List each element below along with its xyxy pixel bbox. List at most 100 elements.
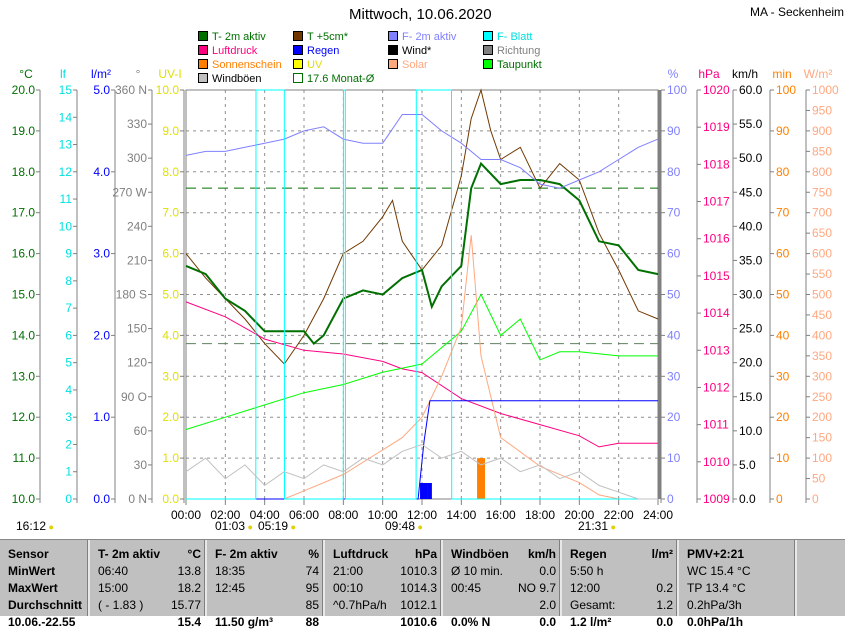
axis-tick-label: 14 xyxy=(59,110,73,124)
axis-tick-label: 13.0 xyxy=(12,369,36,383)
axis-tick-label: 1012 xyxy=(703,380,730,394)
table-column: T- 2m aktiv °C 06:40 13.8 15:00 18.2 ( - 1.83 … xyxy=(88,540,207,629)
cell-label: WC 15.4 °C xyxy=(687,564,751,578)
cell-value: 0.0 xyxy=(656,615,673,629)
axis-tick-label: 5.0 xyxy=(93,83,110,97)
axis-tick-label: 1010 xyxy=(703,455,730,469)
table-header: Luftdruck hPa xyxy=(325,546,443,562)
table-row: 21:00 1010.3 xyxy=(325,563,443,579)
cell-label: 11.50 g/m³ xyxy=(215,615,274,629)
axis-tick-label: 6 xyxy=(65,328,72,342)
axis-tick-label: 10 xyxy=(776,451,790,465)
axis-tick-label: 14.0 xyxy=(12,328,36,342)
time-sunrise: 05:19 ● xyxy=(258,519,296,533)
axis-tick-label: 300 xyxy=(812,369,832,383)
cell-label: Durchschnitt xyxy=(8,598,83,612)
table-row: ( - 1.83 ) 15.77 xyxy=(90,597,207,613)
cell-value: 1012.1 xyxy=(400,598,437,612)
axis-tick-label: 360 N xyxy=(115,83,147,97)
axis-tick-label: 800 xyxy=(812,165,832,179)
axis-tick-label: 20 xyxy=(776,410,790,424)
axis-tick-label: 55.0 xyxy=(739,117,763,131)
legend-swatch xyxy=(483,45,493,55)
table-row: MinWert xyxy=(0,563,88,579)
legend-label: Richtung xyxy=(497,45,541,57)
axis-tick-label: 10 xyxy=(59,219,73,233)
axis-tick-label: 1016 xyxy=(703,232,730,246)
axis-tick-label: 1.0 xyxy=(93,410,110,424)
axis-tick-label: 1000 xyxy=(812,83,839,97)
axis-tick-label: 60 xyxy=(134,424,148,438)
legend-item: F- Blatt xyxy=(483,31,532,43)
legend-swatch xyxy=(198,73,208,83)
table-row: 15:00 18.2 xyxy=(90,580,207,596)
table-column: PMV+2:21 WC 15.4 °C TP 13.4 °C 0.2hPa/3h 0.0… xyxy=(677,540,797,629)
axis-tick-label: 30 xyxy=(134,458,148,472)
table-row: 5:50 h xyxy=(562,563,679,579)
table-row: Gesamt: 1.2 xyxy=(562,597,679,613)
legend-item: UV xyxy=(293,59,322,71)
axis-unit: % xyxy=(668,67,679,81)
axis-tick-label: 850 xyxy=(812,144,832,158)
cell-label: ( - 1.83 ) xyxy=(98,598,144,612)
legend-swatch xyxy=(388,31,398,41)
axis-tick-label: 180 S xyxy=(116,288,147,302)
axis-tick-label: 35.0 xyxy=(739,253,763,267)
axis-tick-label: 10.0 xyxy=(739,424,763,438)
axis-tick-label: 330 xyxy=(127,117,147,131)
x-tick-label: 18:00 xyxy=(525,508,555,522)
axis-tick-label: 30 xyxy=(776,369,790,383)
rain-bar xyxy=(420,483,425,499)
axis-tick-label: 90 xyxy=(667,124,681,138)
cell-label: 1.2 l/m² xyxy=(570,615,612,629)
cell-label: 0.2hPa/3h xyxy=(687,598,742,612)
axis-tick-label: 600 xyxy=(812,247,832,261)
cell-value: 74 xyxy=(305,564,319,578)
axis-tick-label: 150 xyxy=(812,431,832,445)
legend-swatch xyxy=(388,59,398,69)
axis-tick-label: 90 O xyxy=(121,390,147,404)
time-now: 16:12 ● xyxy=(16,519,54,533)
axis-tick-label: 300 xyxy=(127,151,147,165)
table-row: 11.50 g/m³ 88 xyxy=(207,614,325,630)
cell-label: 5:50 h xyxy=(570,564,604,578)
axis-tick-label: 1020 xyxy=(703,83,730,97)
axis-tick-label: 1009 xyxy=(703,492,730,506)
x-tick-label: 00:00 xyxy=(171,508,201,522)
axis-tick-label: 11.0 xyxy=(13,451,36,465)
x-tick-label: 14:00 xyxy=(446,508,476,522)
axis-tick-label: 7.0 xyxy=(162,206,179,220)
legend-label: UV xyxy=(307,59,323,71)
legend-item: Wind* xyxy=(388,45,431,57)
axis-tick-label: 550 xyxy=(812,267,832,281)
cell-value: 18.2 xyxy=(177,581,201,595)
axis-tick-label: 250 xyxy=(812,390,832,404)
table-header: PMV+2:21 xyxy=(679,546,797,562)
cell-label: F- 2m aktiv xyxy=(215,547,278,561)
axis-tick-label: 240 xyxy=(127,219,147,233)
axis-tick-label: 10 xyxy=(667,451,681,465)
axis-tick-label: 20.0 xyxy=(739,356,763,370)
axis-tick-label: 0.0 xyxy=(739,492,756,506)
table-row: 10.06.-22.55 xyxy=(0,614,88,630)
cell-value: 1010.3 xyxy=(400,564,437,578)
series-solar xyxy=(186,235,658,500)
axis-tick-label: 100 xyxy=(812,451,832,465)
table-row: Durchschnitt xyxy=(0,597,88,613)
axis-tick-label: 1019 xyxy=(703,120,730,134)
legend-swatch xyxy=(483,31,493,41)
legend-label: T- 2m aktiv xyxy=(212,31,266,43)
x-tick-label: 08:00 xyxy=(328,508,358,522)
axis-tick-label: 60 xyxy=(776,247,790,261)
axis-tick-label: 3 xyxy=(65,410,72,424)
axis-unit: km/h xyxy=(732,67,758,81)
sunset-icon: ● xyxy=(608,522,616,532)
legend-label: Windböen xyxy=(212,73,262,85)
table-column: Sensor MinWert MaxWert Durchschnitt 10.06.-2… xyxy=(0,540,88,629)
axis-tick-label: 30 xyxy=(667,369,681,383)
cell-label: MaxWert xyxy=(8,581,58,595)
legend-swatch xyxy=(198,59,208,69)
axis-tick-label: 40 xyxy=(776,328,790,342)
cell-label: 00:45 xyxy=(451,581,482,595)
time-label: 09:48 xyxy=(385,519,416,533)
